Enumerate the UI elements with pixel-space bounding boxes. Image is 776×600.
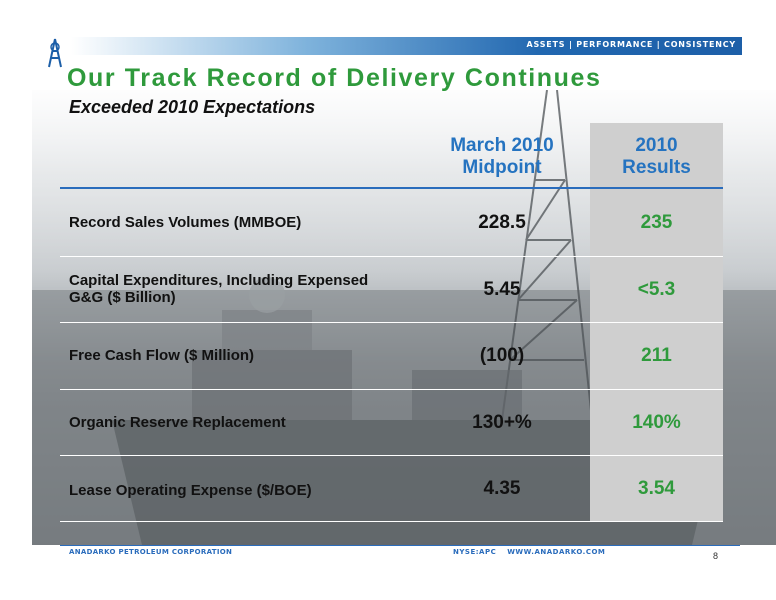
row-midpoint-reserve-replacement: 130+% — [472, 412, 532, 433]
row-label-reserve-replacement: Organic Reserve Replacement — [69, 414, 286, 431]
footer-company: ANADARKO PETROLEUM CORPORATION — [69, 548, 233, 556]
footer-divider — [60, 545, 740, 546]
row-label-sales-volumes: Record Sales Volumes (MMBOE) — [69, 214, 302, 231]
row-label-lease-operating-expense: Lease Operating Expense ($/BOE) — [69, 482, 312, 499]
column-header-results-line1: 2010 — [635, 135, 678, 156]
page-number: 8 — [713, 551, 719, 561]
footer-contact: NYSE:APC WWW.ANADARKO.COM — [453, 548, 605, 556]
column-header-results: 2010 Results — [590, 135, 723, 179]
row-midpoint-lease-operating-expense: 4.35 — [483, 478, 521, 499]
column-header-results-line2: Results — [622, 157, 691, 178]
row-midpoint-capex: 5.45 — [483, 279, 521, 300]
header-divider — [60, 187, 723, 189]
header-bar — [71, 37, 742, 55]
row-divider — [60, 322, 723, 323]
row-result-lease-operating-expense: 3.54 — [638, 478, 675, 499]
header-tagline: ASSETS | PERFORMANCE | CONSISTENCY — [526, 40, 736, 49]
row-midpoint-sales-volumes: 228.5 — [478, 212, 526, 233]
page-subtitle: Exceeded 2010 Expectations — [69, 97, 316, 117]
table-bottom-divider — [60, 521, 723, 522]
row-result-capex: <5.3 — [637, 279, 676, 300]
row-midpoint-free-cash-flow: (100) — [479, 345, 525, 366]
footer-website[interactable]: WWW.ANADARKO.COM — [507, 548, 606, 556]
column-header-midpoint: March 2010 Midpoint — [430, 135, 574, 179]
row-divider — [60, 389, 723, 390]
column-header-midpoint-line1: March 2010 — [450, 135, 554, 156]
row-label-capex: Capital Expenditures, Including Expensed… — [69, 272, 369, 306]
anadarko-derrick-logo-icon — [46, 38, 64, 68]
row-result-sales-volumes: 235 — [640, 212, 673, 233]
row-label-free-cash-flow: Free Cash Flow ($ Million) — [69, 347, 255, 364]
page-title: Our Track Record of Delivery Continues — [67, 64, 602, 92]
row-result-reserve-replacement: 140% — [632, 412, 681, 433]
row-divider — [60, 256, 723, 257]
row-divider — [60, 455, 723, 456]
footer-ticker: NYSE:APC — [453, 548, 497, 556]
row-result-free-cash-flow: 211 — [641, 345, 672, 366]
column-header-midpoint-line2: Midpoint — [462, 157, 542, 178]
